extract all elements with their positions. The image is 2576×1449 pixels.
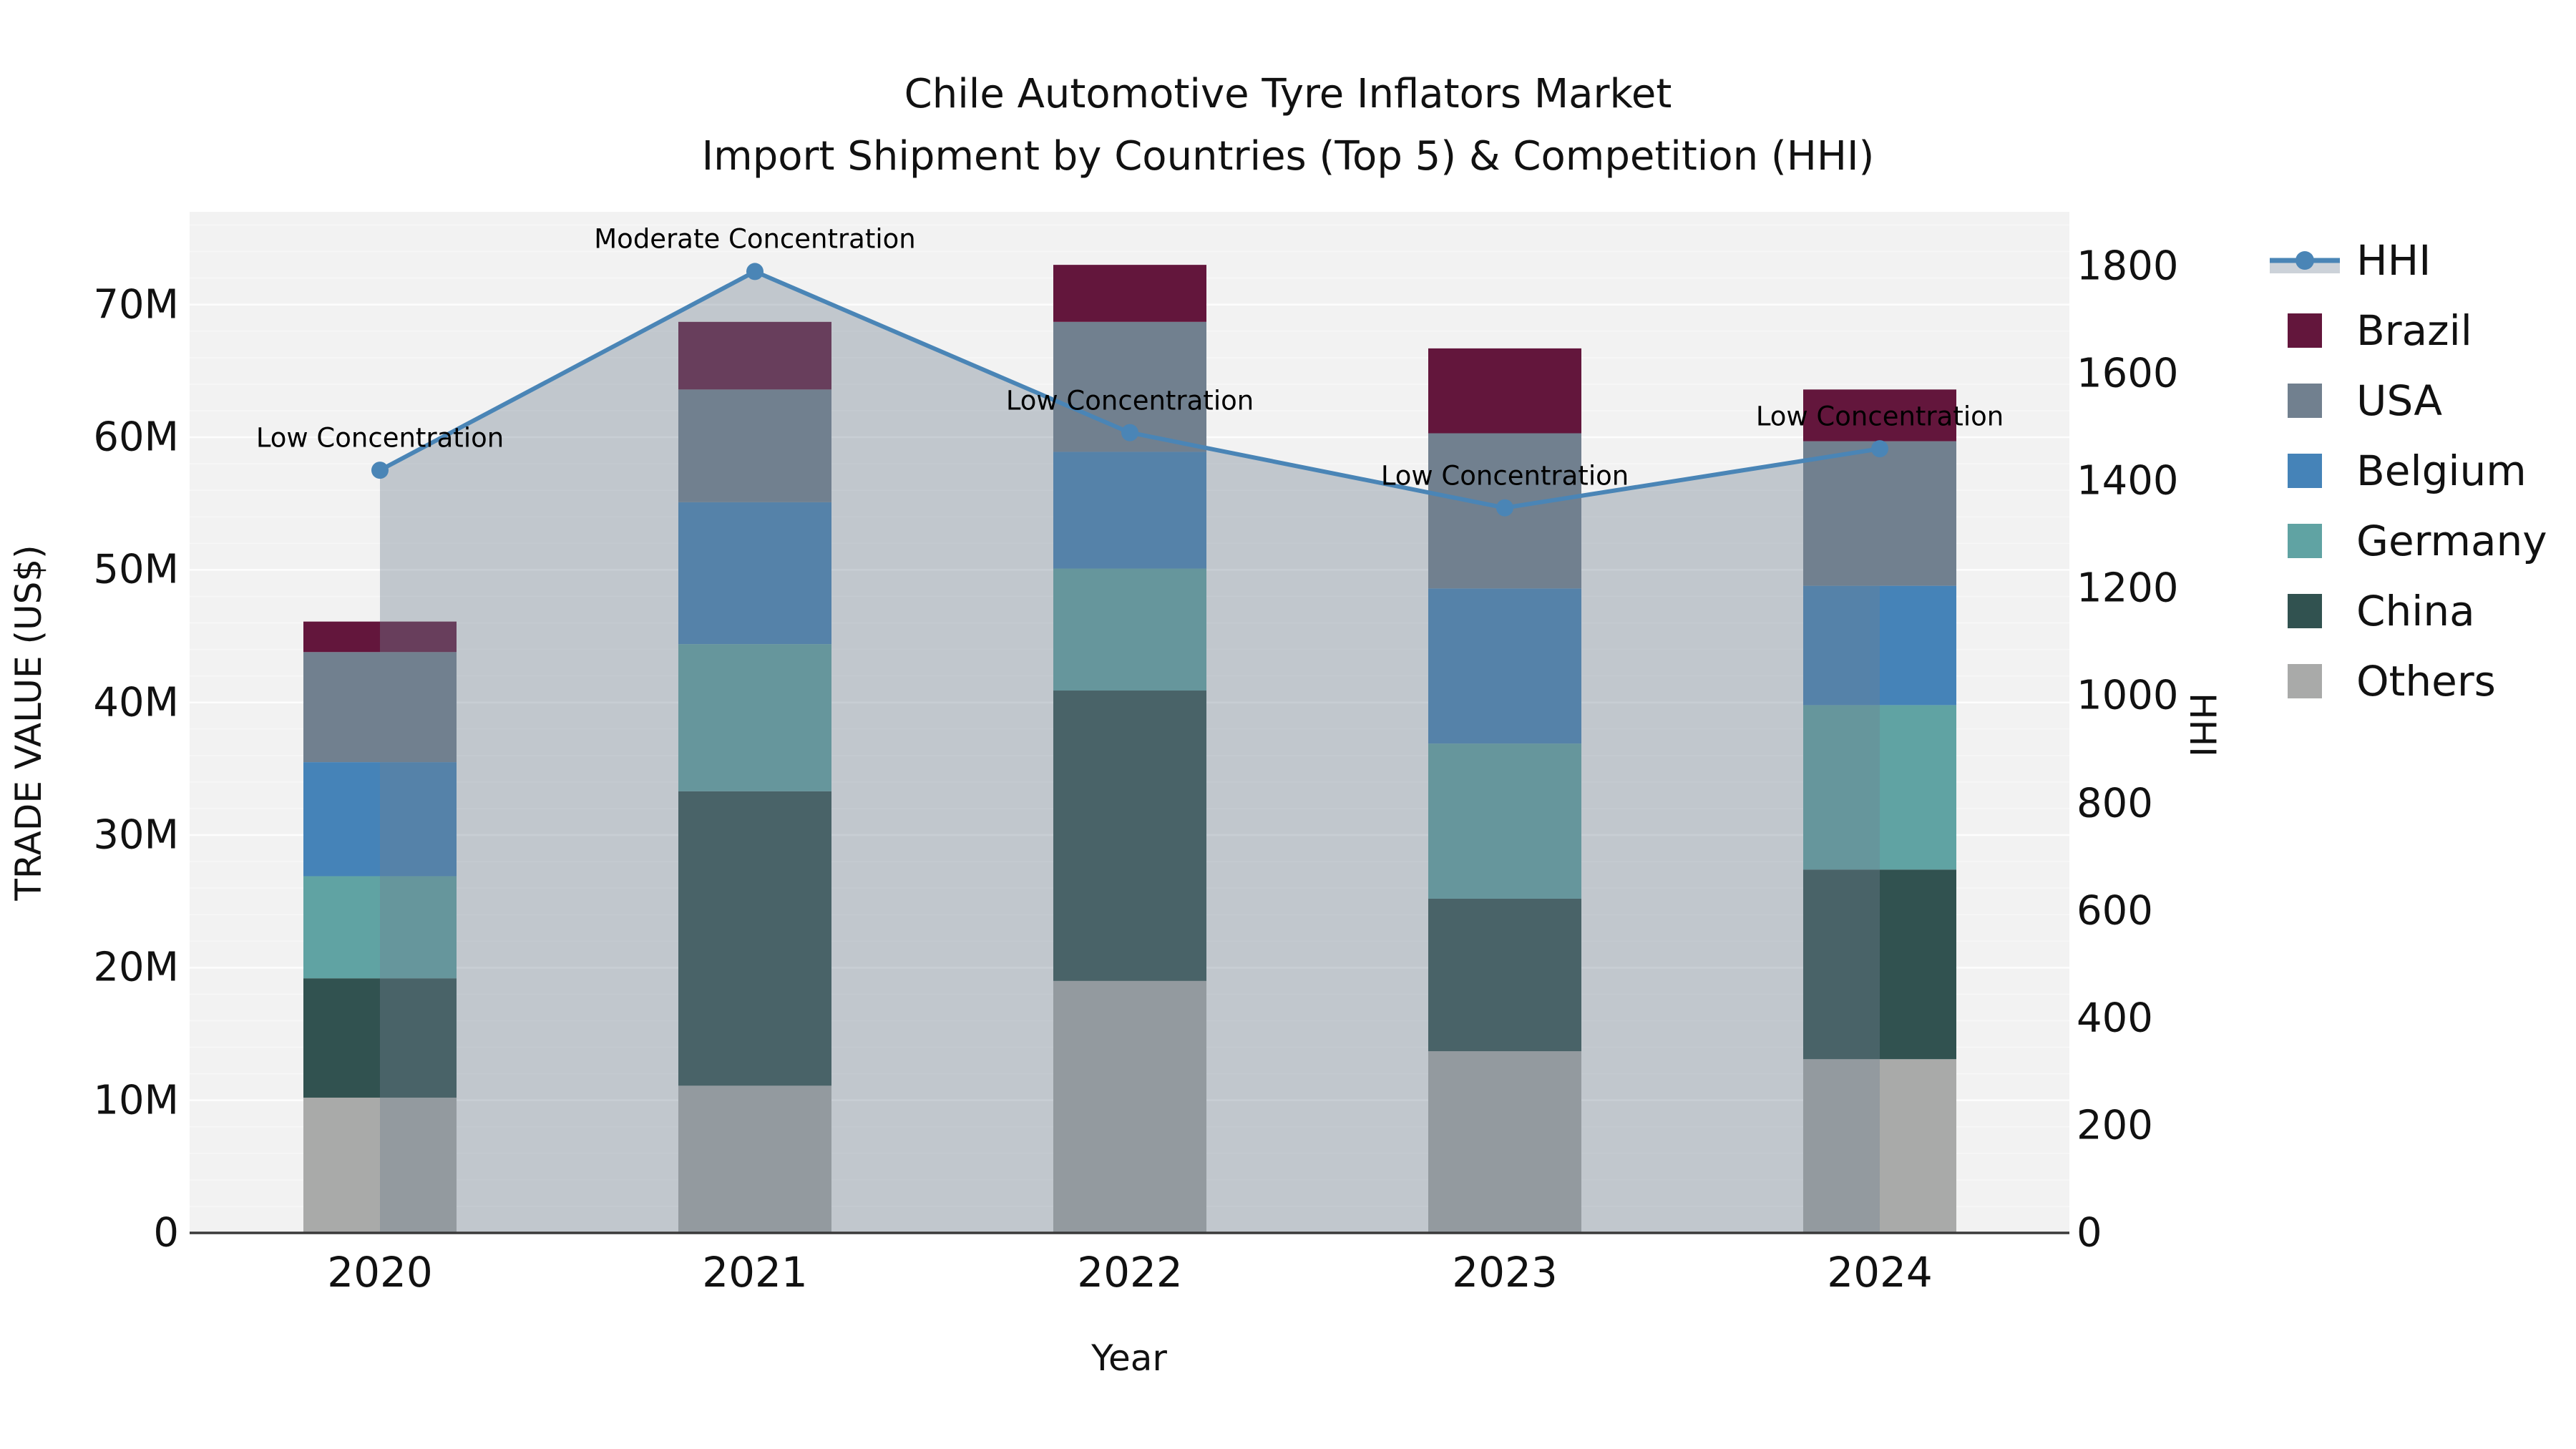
annotation-2020: Low Concentration [255,422,504,454]
bar-segment-germany-2020[interactable] [303,876,457,979]
bar-segment-others-2024[interactable] [1803,1059,1956,1233]
hhi-line-swatch-icon [2268,243,2341,278]
bar-segment-others-2021[interactable] [678,1085,831,1233]
bar-segment-brazil-2024[interactable] [1803,389,1956,441]
y-right-tick-1200: 1200 [2077,565,2179,612]
bar-segment-china-2020[interactable] [303,978,457,1098]
bar-segment-belgium-2022[interactable] [1053,452,1206,569]
y-left-tick-20M: 20M [93,944,179,991]
x-axis-title: Year [1091,1337,1167,1379]
y-left-tick-0: 0 [153,1209,179,1257]
hhi-marker-2022[interactable] [1121,424,1138,441]
annotation-2024: Low Concentration [1755,401,2004,432]
bar-segment-brazil-2021[interactable] [678,321,831,390]
germany-swatch-icon [2288,524,2322,558]
y-right-tick-1400: 1400 [2077,457,2179,504]
y-right-tick-200: 200 [2077,1102,2153,1149]
legend-item-hhi[interactable]: HHI [2261,225,2576,296]
legend-label-hhi: HHI [2356,236,2431,285]
bar-segment-brazil-2023[interactable] [1428,348,1581,434]
annotation-2022: Low Concentration [1005,385,1254,416]
bar-segment-belgium-2020[interactable] [303,762,457,877]
bar-segment-belgium-2021[interactable] [678,502,831,645]
y-right-tick-1600: 1600 [2077,350,2179,397]
bar-segment-usa-2020[interactable] [303,652,457,763]
bar-segment-china-2023[interactable] [1428,898,1581,1052]
y-left-tick-60M: 60M [93,414,179,461]
bar-segment-germany-2024[interactable] [1803,705,1956,870]
y-right-axis-title: HHI [2182,693,2223,757]
y-right-tick-400: 400 [2077,995,2153,1042]
legend-label-germany: Germany [2356,517,2547,565]
bar-segment-usa-2024[interactable] [1803,441,1956,586]
legend-item-belgium[interactable]: Belgium [2261,436,2576,506]
legend-label-belgium: Belgium [2356,447,2527,495]
legend-label-others: Others [2356,657,2496,706]
y-left-tick-10M: 10M [93,1077,179,1124]
x-tick-2024: 2024 [1827,1248,1933,1297]
y-right-tick-800: 800 [2077,780,2153,827]
annotation-2021: Moderate Concentration [594,223,916,255]
chart-title-line1: Chile Automotive Tyre Inflators Market [904,71,1672,117]
legend-item-others[interactable]: Others [2261,646,2576,716]
bar-segment-others-2023[interactable] [1428,1051,1581,1233]
bar-segment-germany-2022[interactable] [1053,568,1206,691]
bar-segment-china-2022[interactable] [1053,691,1206,981]
bar-segment-belgium-2024[interactable] [1803,585,1956,706]
y-right-tick-1000: 1000 [2077,672,2179,719]
bar-segment-others-2022[interactable] [1053,980,1206,1233]
x-tick-2020: 2020 [327,1248,433,1297]
bar-segment-brazil-2022[interactable] [1053,265,1206,322]
legend-item-usa[interactable]: USA [2261,366,2576,436]
y-right-tick-1800: 1800 [2077,243,2179,290]
y-left-tick-70M: 70M [93,281,179,328]
legend-item-china[interactable]: China [2261,576,2576,646]
hhi-marker-2020[interactable] [371,462,389,479]
x-tick-2023: 2023 [1452,1248,1558,1297]
hhi-marker-2024[interactable] [1871,440,1888,458]
chart-title-line2: Import Shipment by Countries (Top 5) & C… [701,133,1875,180]
legend-item-germany[interactable]: Germany [2261,506,2576,576]
annotation-2023: Low Concentration [1380,460,1629,492]
y-left-tick-30M: 30M [93,811,179,859]
bar-segment-brazil-2020[interactable] [303,621,457,653]
y-right-tick-600: 600 [2077,887,2153,935]
y-right-tick-0: 0 [2077,1209,2102,1257]
bar-segment-china-2021[interactable] [678,791,831,1086]
bar-segment-china-2024[interactable] [1803,869,1956,1060]
bar-segment-germany-2023[interactable] [1428,743,1581,899]
belgium-swatch-icon [2288,454,2322,488]
brazil-swatch-icon [2288,313,2322,348]
legend-label-china: China [2356,587,2475,635]
legend-item-brazil[interactable]: Brazil [2261,296,2576,366]
hhi-marker-2023[interactable] [1496,499,1513,517]
bar-segment-others-2020[interactable] [303,1097,457,1233]
china-swatch-icon [2288,594,2322,628]
bar-segment-usa-2021[interactable] [678,389,831,502]
bar-segment-belgium-2023[interactable] [1428,588,1581,744]
x-tick-2021: 2021 [702,1248,808,1297]
y-left-tick-50M: 50M [93,546,179,593]
bar-segment-germany-2021[interactable] [678,644,831,791]
others-swatch-icon [2288,664,2322,698]
y-left-tick-40M: 40M [93,679,179,726]
legend-label-brazil: Brazil [2356,306,2472,355]
hhi-marker-2021[interactable] [746,263,763,280]
x-tick-2022: 2022 [1077,1248,1183,1297]
legend-label-usa: USA [2356,376,2443,425]
usa-swatch-icon [2288,384,2322,418]
